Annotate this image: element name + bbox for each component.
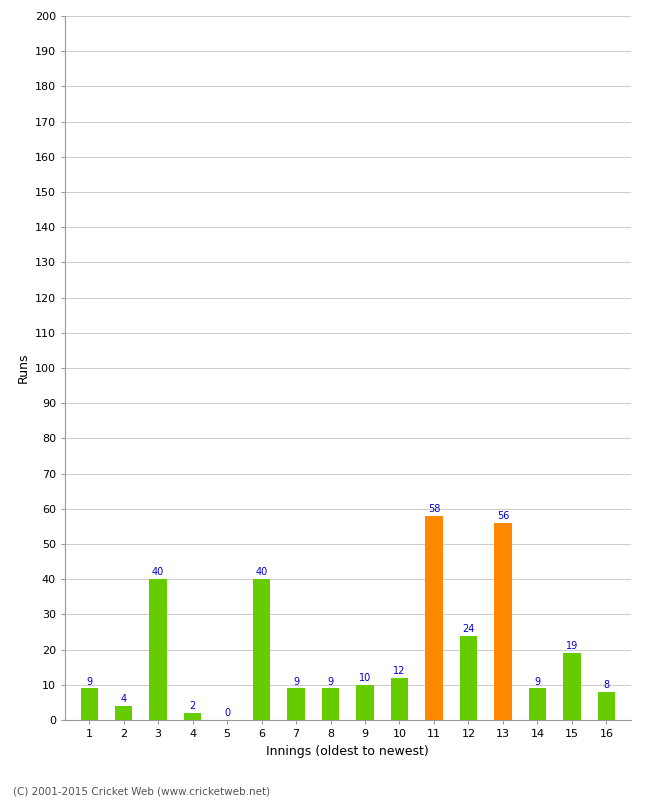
Bar (598, 692, 615, 720)
Text: 9: 9 (534, 677, 540, 686)
Text: 2: 2 (189, 701, 196, 711)
Bar (460, 635, 477, 720)
X-axis label: Innings (oldest to newest): Innings (oldest to newest) (266, 745, 429, 758)
Bar (322, 688, 339, 720)
Bar (529, 688, 546, 720)
Bar (287, 688, 305, 720)
Bar (564, 653, 580, 720)
Bar (253, 579, 270, 720)
Bar (356, 685, 374, 720)
Text: 24: 24 (462, 624, 474, 634)
Text: 40: 40 (152, 567, 164, 578)
Bar (115, 706, 132, 720)
Text: 19: 19 (566, 642, 578, 651)
Text: (C) 2001-2015 Cricket Web (www.cricketweb.net): (C) 2001-2015 Cricket Web (www.cricketwe… (13, 786, 270, 796)
Text: 9: 9 (328, 677, 333, 686)
Bar (425, 516, 443, 720)
Text: 0: 0 (224, 708, 230, 718)
Text: 9: 9 (86, 677, 92, 686)
Bar (81, 688, 98, 720)
Y-axis label: Runs: Runs (16, 353, 29, 383)
Text: 40: 40 (255, 567, 268, 578)
Text: 12: 12 (393, 666, 406, 676)
Bar (494, 523, 512, 720)
Bar (391, 678, 408, 720)
Text: 56: 56 (497, 511, 509, 521)
Text: 10: 10 (359, 673, 371, 683)
Text: 8: 8 (603, 680, 610, 690)
Text: 58: 58 (428, 504, 440, 514)
Bar (150, 579, 166, 720)
Text: 4: 4 (120, 694, 127, 704)
Bar (184, 713, 202, 720)
Text: 9: 9 (293, 677, 299, 686)
